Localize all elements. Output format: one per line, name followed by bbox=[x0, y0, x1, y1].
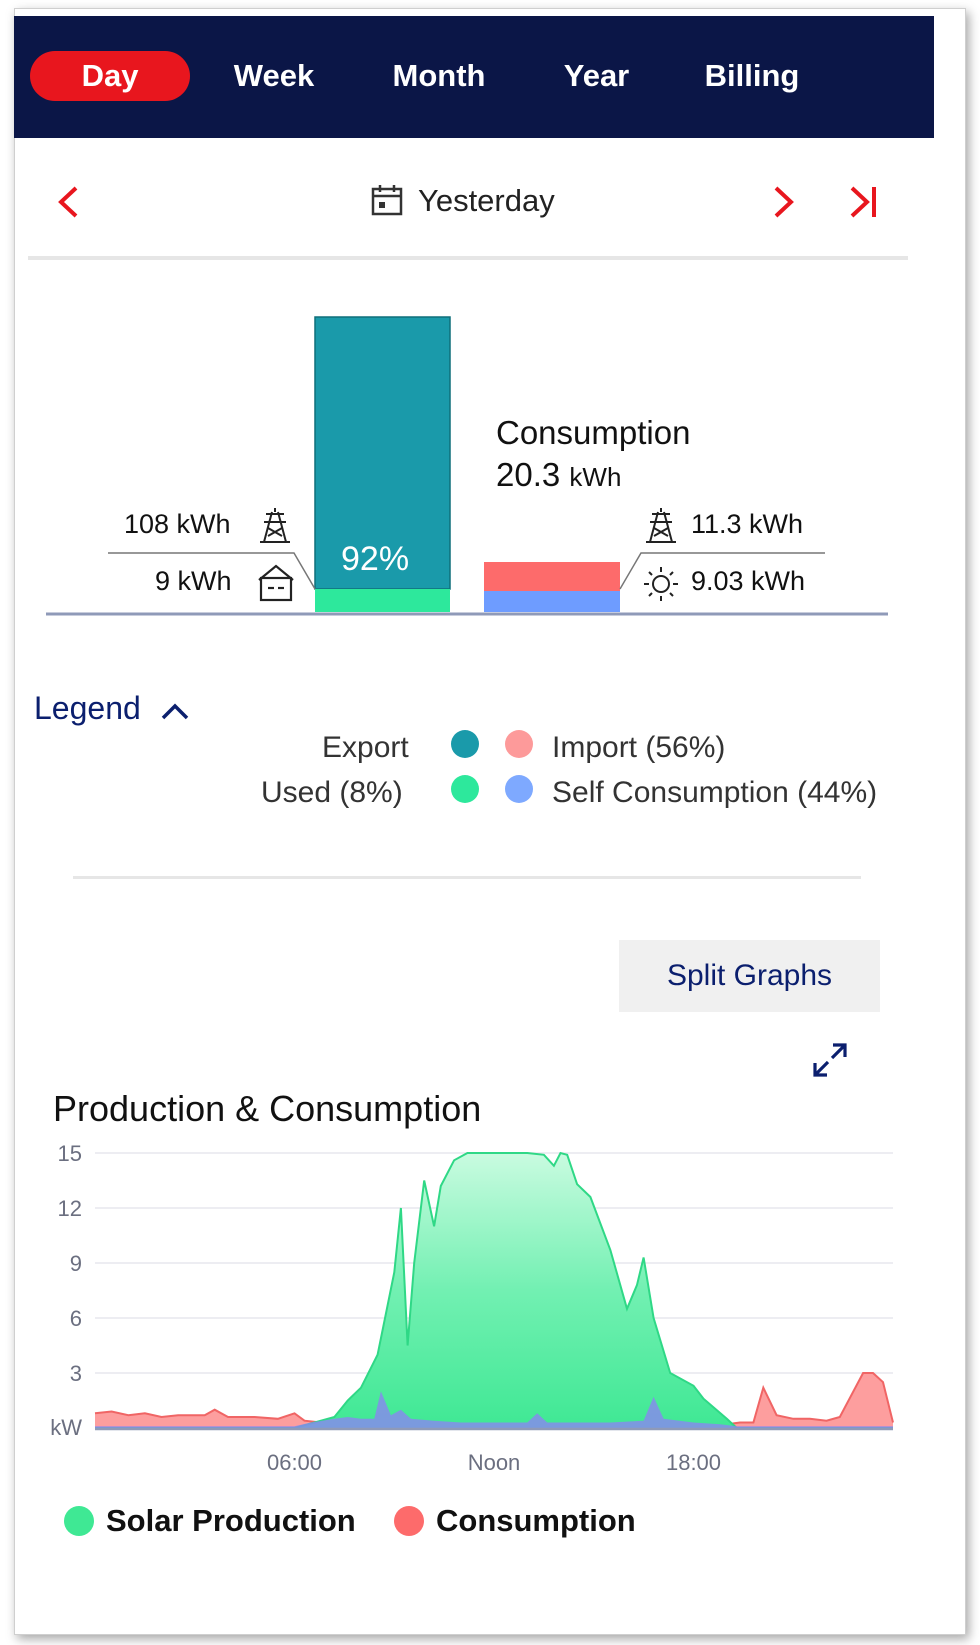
x-tick-label: 18:00 bbox=[666, 1450, 721, 1475]
legend-used-swatch bbox=[451, 775, 479, 803]
solar-production-area bbox=[95, 1153, 893, 1428]
solar-production-line bbox=[95, 1151, 893, 1429]
legend-title: Legend bbox=[34, 690, 141, 726]
legend-toggle[interactable]: Legend bbox=[34, 690, 190, 727]
solar-production-swatch bbox=[64, 1506, 94, 1536]
period-tab-bar: Day Week Month Year Billing bbox=[14, 16, 934, 138]
self-consumption-bar bbox=[484, 591, 620, 612]
legend-import-swatch bbox=[505, 730, 533, 758]
consumption-total: 20.3 kWh bbox=[496, 456, 621, 494]
legend-self-consumption-label: Self Consumption (44%) bbox=[552, 776, 878, 809]
y-tick-label: 15 bbox=[58, 1141, 82, 1166]
imported-energy-value: 11.3 kWh bbox=[691, 509, 804, 539]
legend-export-label: Export bbox=[322, 731, 409, 764]
left-connector bbox=[108, 552, 316, 590]
power-grid-icon bbox=[260, 508, 290, 543]
consumption-total-unit: kWh bbox=[569, 462, 622, 492]
used-bar bbox=[315, 589, 450, 612]
y-tick-label: 12 bbox=[58, 1196, 82, 1221]
x-tick-label: 06:00 bbox=[267, 1450, 322, 1475]
legend-self-consumption-swatch bbox=[505, 775, 533, 803]
consumption-title: Consumption bbox=[496, 414, 691, 451]
home-icon bbox=[258, 564, 294, 602]
chart-title: Production & Consumption bbox=[53, 1088, 482, 1129]
y-tick-label: 6 bbox=[70, 1306, 82, 1331]
consumption-swatch bbox=[394, 1506, 424, 1536]
y-tick-label: 3 bbox=[70, 1361, 82, 1386]
import-bar bbox=[484, 562, 620, 591]
solar-production-legend-label: Solar Production bbox=[106, 1503, 356, 1538]
y-axis-unit-label: kW bbox=[50, 1415, 82, 1440]
section-divider bbox=[28, 256, 908, 260]
chevron-up-icon bbox=[161, 703, 188, 719]
expand-icon[interactable] bbox=[812, 1042, 848, 1078]
production-consumption-chart: 15 12 9 6 3 kW 06:00 Noon 18:00 bbox=[50, 1141, 894, 1475]
tab-week[interactable]: Week bbox=[233, 58, 315, 93]
tab-month[interactable]: Month bbox=[392, 58, 486, 93]
self-consumed-energy-value: 9.03 kWh bbox=[691, 566, 806, 596]
tab-year[interactable]: Year bbox=[563, 58, 630, 93]
y-tick-label: 9 bbox=[70, 1251, 82, 1276]
next-day-icon[interactable] bbox=[772, 184, 796, 220]
exported-energy-value: 108 kWh bbox=[124, 509, 231, 539]
calendar-icon bbox=[371, 185, 403, 216]
date-label[interactable]: Yesterday bbox=[418, 183, 555, 218]
section-divider-2 bbox=[73, 876, 861, 879]
legend-import-label: Import (56%) bbox=[552, 731, 726, 764]
right-connector bbox=[619, 552, 825, 590]
x-tick-label: Noon bbox=[468, 1450, 521, 1475]
energy-summary-graphic bbox=[46, 316, 888, 616]
tab-day[interactable]: Day bbox=[30, 51, 190, 101]
used-energy-value: 9 kWh bbox=[155, 566, 232, 596]
export-percentage: 92% bbox=[341, 540, 410, 578]
legend-export-swatch bbox=[451, 730, 479, 758]
previous-day-icon[interactable] bbox=[56, 184, 80, 220]
tab-billing[interactable]: Billing bbox=[704, 58, 800, 93]
sun-icon bbox=[644, 567, 678, 601]
split-graphs-button[interactable]: Split Graphs bbox=[619, 940, 880, 1012]
jump-to-latest-icon[interactable] bbox=[848, 184, 880, 220]
consumption-legend-label: Consumption bbox=[436, 1503, 636, 1538]
power-grid-import-icon bbox=[646, 508, 676, 543]
legend-used-label: Used (8%) bbox=[261, 776, 403, 809]
consumption-total-value: 20.3 bbox=[496, 456, 561, 493]
